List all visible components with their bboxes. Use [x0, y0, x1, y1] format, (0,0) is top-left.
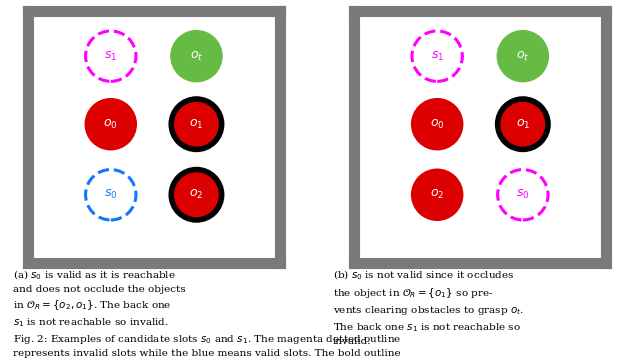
Text: $o_{t}$: $o_{t}$	[190, 50, 203, 63]
Circle shape	[86, 99, 136, 149]
Circle shape	[498, 99, 548, 149]
Text: $s_{0}$: $s_{0}$	[104, 188, 118, 201]
Circle shape	[172, 31, 221, 81]
Text: $s_{0}$: $s_{0}$	[516, 188, 529, 201]
Circle shape	[412, 99, 462, 149]
Circle shape	[172, 170, 221, 220]
Text: $s_{1}$: $s_{1}$	[104, 50, 117, 63]
Text: $o_{2}$: $o_{2}$	[189, 188, 204, 201]
Text: $o_{0}$: $o_{0}$	[430, 118, 445, 131]
Text: (a) $s_0$ is valid as it is reachable
and does not occlude the objects
in $\math: (a) $s_0$ is valid as it is reachable an…	[13, 268, 186, 329]
Circle shape	[498, 31, 548, 81]
Text: $s_{1}$: $s_{1}$	[431, 50, 444, 63]
Circle shape	[412, 170, 462, 220]
Circle shape	[172, 99, 221, 149]
Text: $o_{1}$: $o_{1}$	[516, 118, 530, 131]
Text: Fig. 2: Examples of candidate slots $s_0$ and $s_1$. The magenta dotted outline
: Fig. 2: Examples of candidate slots $s_0…	[13, 333, 401, 360]
Text: (b) $s_0$ is not valid since it occludes
the object in $\mathcal{O}_R = \{o_1\}$: (b) $s_0$ is not valid since it occludes…	[333, 268, 524, 346]
Text: $o_{1}$: $o_{1}$	[189, 118, 204, 131]
Text: $o_{0}$: $o_{0}$	[104, 118, 118, 131]
Text: $o_{t}$: $o_{t}$	[516, 50, 529, 63]
Text: $o_{2}$: $o_{2}$	[430, 188, 444, 201]
